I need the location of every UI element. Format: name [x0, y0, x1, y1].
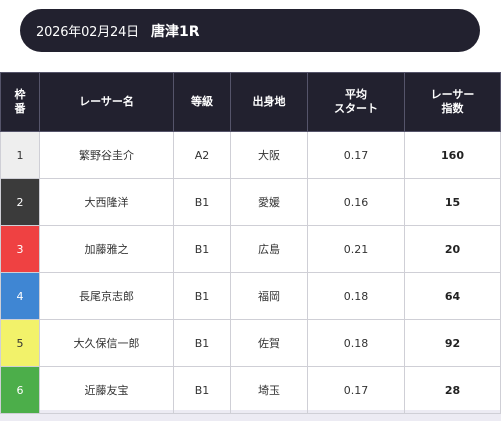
racer-avg-start: 0.18 — [307, 272, 405, 320]
frame-number: 5 — [0, 319, 40, 367]
frame-number: 4 — [0, 272, 40, 320]
frame-number: 2 — [0, 178, 40, 226]
race-name: 唐津1R — [150, 23, 200, 40]
racer-name: 近藤友宝 — [39, 366, 174, 414]
racer-grade: B1 — [173, 319, 231, 367]
racer-hometown: 広島 — [230, 225, 308, 273]
header-racer-index: レーサー 指数 — [404, 72, 501, 132]
header-avg-start: 平均 スタート — [307, 72, 405, 132]
racer-hometown: 佐賀 — [230, 319, 308, 367]
racer-name: 繁野谷圭介 — [39, 131, 174, 179]
racer-grade: A2 — [173, 131, 231, 179]
racer-name: 長尾京志郎 — [39, 272, 174, 320]
racer-name: 加藤雅之 — [39, 225, 174, 273]
race-date: 2026年02月24日 — [36, 25, 139, 40]
header-frame: 枠 番 — [0, 72, 40, 132]
race-header: 2026年02月24日 唐津1R — [20, 9, 480, 52]
racer-index: 15 — [404, 178, 501, 226]
frame-number: 1 — [0, 131, 40, 179]
racer-hometown: 埼玉 — [230, 366, 308, 414]
racer-grade: B1 — [173, 178, 231, 226]
frame-number: 6 — [0, 366, 40, 414]
table-row[interactable]: 1 繁野谷圭介 A2 大阪 0.17 160 — [0, 131, 501, 179]
racer-hometown: 大阪 — [230, 131, 308, 179]
racer-index: 20 — [404, 225, 501, 273]
table-row[interactable]: 4 長尾京志郎 B1 福岡 0.18 64 — [0, 272, 501, 320]
header-racer-name: レーサー名 — [39, 72, 174, 132]
racer-index: 28 — [404, 366, 501, 414]
table-row[interactable]: 2 大西隆洋 B1 愛媛 0.16 15 — [0, 178, 501, 226]
header-grade: 等級 — [173, 72, 231, 132]
racer-grade: B1 — [173, 366, 231, 414]
racer-grade: B1 — [173, 225, 231, 273]
racer-avg-start: 0.18 — [307, 319, 405, 367]
racer-avg-start: 0.21 — [307, 225, 405, 273]
header-hometown: 出身地 — [230, 72, 308, 132]
racer-hometown: 愛媛 — [230, 178, 308, 226]
racer-hometown: 福岡 — [230, 272, 308, 320]
frame-number: 3 — [0, 225, 40, 273]
table-header-row: 枠 番 レーサー名 等級 出身地 平均 スタート レーサー 指数 — [0, 72, 501, 132]
racer-avg-start: 0.16 — [307, 178, 405, 226]
racer-index: 92 — [404, 319, 501, 367]
racer-name: 大久保信一郎 — [39, 319, 174, 367]
table-row[interactable]: 6 近藤友宝 B1 埼玉 0.17 28 — [0, 366, 501, 414]
racer-table: 枠 番 レーサー名 等級 出身地 平均 スタート レーサー 指数 — [0, 72, 501, 414]
racer-name: 大西隆洋 — [39, 178, 174, 226]
racer-avg-start: 0.17 — [307, 366, 405, 414]
racer-avg-start: 0.17 — [307, 131, 405, 179]
racer-index: 64 — [404, 272, 501, 320]
racer-grade: B1 — [173, 272, 231, 320]
table-row[interactable]: 5 大久保信一郎 B1 佐賀 0.18 92 — [0, 319, 501, 367]
racer-index: 160 — [404, 131, 501, 179]
table-row[interactable]: 3 加藤雅之 B1 広島 0.21 20 — [0, 225, 501, 273]
